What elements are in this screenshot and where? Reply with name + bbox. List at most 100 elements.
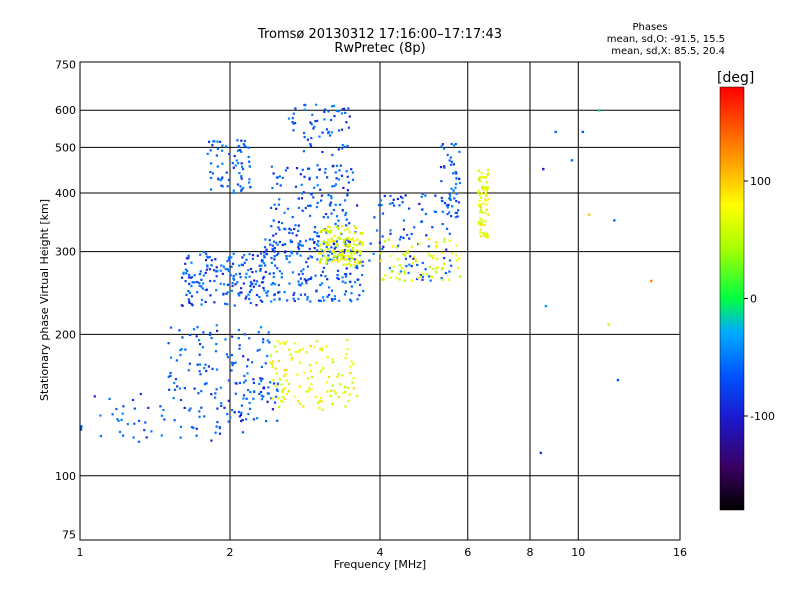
data-point [554,130,557,134]
data-point [115,407,118,411]
data-point [486,232,489,235]
data-point [402,236,405,239]
data-point [448,259,452,262]
data-point [314,120,317,123]
data-point [418,202,421,205]
data-point [317,235,320,238]
data-point [278,298,281,301]
data-point [248,275,251,278]
data-point [329,231,332,234]
data-point [301,244,304,247]
data-point [345,258,348,261]
grid-lines [80,62,680,540]
data-point [284,228,287,231]
data-point [258,382,261,385]
data-point [316,249,319,252]
data-point [435,246,438,249]
data-point [352,387,355,390]
data-point [250,288,253,292]
data-point [315,103,318,106]
data-point [168,388,171,391]
data-point [245,397,248,400]
data-point [348,243,351,246]
data-point [325,345,328,348]
data-point [440,199,443,202]
data-point [443,256,446,260]
data-point [350,300,353,303]
data-point [483,186,487,189]
data-point [344,211,348,215]
data-point [439,166,443,169]
data-point [200,278,203,281]
data-point [202,331,205,334]
data-point [203,367,206,370]
data-point [205,255,209,258]
data-point [299,293,302,296]
data-point [346,189,350,192]
data-point [361,264,364,267]
data-point [285,379,288,382]
data-point [321,131,324,134]
data-point [455,177,458,180]
data-point [452,189,455,192]
data-point [187,290,190,293]
data-point [400,267,403,270]
data-point [189,407,192,410]
data-point [283,211,286,214]
data-point [335,177,338,180]
data-point [455,259,459,262]
data-point [302,405,305,408]
data-point [301,347,304,350]
plot-frame [79,61,681,541]
data-point [348,244,351,247]
data-point [449,195,452,198]
data-point [319,244,322,247]
data-point [291,232,294,235]
data-point [352,237,355,240]
data-point [220,402,223,405]
legend-line-x: mean, sd,X: 85.5, 20.4 [611,46,725,57]
data-point [311,238,314,241]
data-point [440,196,443,199]
data-point [162,408,165,412]
data-point [281,390,284,394]
data-point [283,387,286,390]
data-point [273,250,276,253]
data-point [331,239,334,242]
data-point [424,268,427,271]
data-point [446,206,449,209]
data-point [281,243,285,246]
data-point [392,265,395,268]
data-point [262,395,265,398]
data-point [428,238,431,241]
data-point [284,243,287,246]
data-point [291,216,294,219]
data-point [335,109,338,113]
data-point [308,238,312,241]
data-point [293,227,296,231]
data-point [270,300,273,303]
data-point [393,204,396,207]
data-point [326,176,329,179]
data-point [347,262,351,265]
data-point [331,289,334,292]
data-point [303,371,306,374]
x-tick-label: 6 [464,546,471,559]
data-point [570,159,574,162]
data-point [293,299,296,303]
data-point [337,227,340,230]
data-point [401,197,404,200]
data-point [443,166,446,169]
data-point [150,430,153,433]
data-point [449,198,452,201]
data-point [335,244,338,247]
data-point [227,257,231,260]
data-point [456,266,460,269]
data-point [336,237,339,240]
data-point [443,237,446,240]
data-point [485,189,489,192]
data-point [337,277,340,281]
data-point [340,257,344,260]
data-point [226,283,229,286]
data-point [319,299,322,302]
